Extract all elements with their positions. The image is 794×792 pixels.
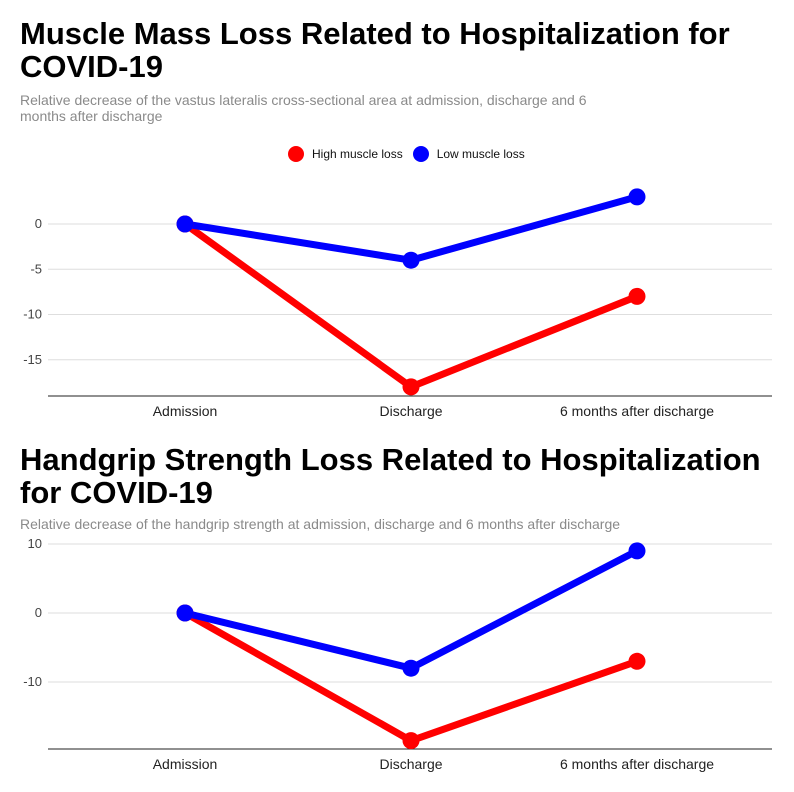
y-tick-label: 0 xyxy=(35,216,42,231)
y-tick-label: -10 xyxy=(23,307,42,322)
y-tick-label: -10 xyxy=(23,674,42,689)
chart-subtitle: Relative decrease of the handgrip streng… xyxy=(20,516,621,532)
x-tick-label: Discharge xyxy=(379,403,442,419)
chart-title: Muscle Mass Loss Related to Hospitalizat… xyxy=(20,16,730,84)
legend: High muscle loss Low muscle loss xyxy=(288,146,535,162)
legend-swatch-low xyxy=(412,146,429,162)
y-tick-label: -15 xyxy=(23,352,42,367)
data-point-low xyxy=(628,542,646,560)
x-tick-label: Discharge xyxy=(379,756,442,772)
x-tick-label: 6 months after discharge xyxy=(560,403,714,419)
data-point-high xyxy=(402,732,420,750)
x-tick-label: 6 months after discharge xyxy=(560,756,714,772)
data-point-low xyxy=(628,188,646,206)
y-tick-label: 0 xyxy=(35,605,42,620)
chart-subtitle: Relative decrease of the vastus laterali… xyxy=(20,92,587,124)
legend-item-low[interactable]: Low muscle loss xyxy=(412,146,525,162)
y-tick-label: -5 xyxy=(30,261,42,276)
data-point-low xyxy=(402,659,420,677)
legend-item-high[interactable]: High muscle loss xyxy=(288,146,403,162)
data-point-low xyxy=(176,215,194,233)
legend-label-low: Low muscle loss xyxy=(436,147,525,161)
data-point-high xyxy=(628,652,646,670)
chart-title: Handgrip Strength Loss Related to Hospit… xyxy=(20,442,761,510)
y-tick-label: 10 xyxy=(28,536,42,551)
legend-swatch-high xyxy=(288,146,304,162)
data-point-low xyxy=(176,604,194,622)
x-tick-label: Admission xyxy=(153,403,218,419)
data-point-low xyxy=(402,251,420,269)
legend-label-high: High muscle loss xyxy=(312,147,403,161)
x-tick-label: Admission xyxy=(153,756,218,772)
data-point-high xyxy=(402,378,420,396)
data-point-high xyxy=(628,287,646,305)
